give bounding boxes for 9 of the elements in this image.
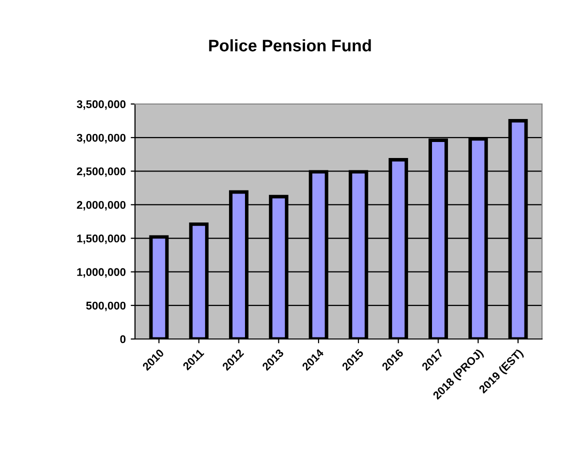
y-tick-label: 2,000,000 [76,200,126,210]
y-tick-label: 2,500,000 [76,167,126,177]
chart-title: Police Pension Fund [209,39,371,52]
y-tick-label: 3,500,000 [76,100,126,110]
y-tick-label: 0 [120,335,126,344]
y-tick-label: 3,000,000 [76,134,126,144]
y-tick-label: 500,000 [86,302,126,312]
y-tick-label: 1,500,000 [77,234,126,244]
y-tick-label: 1,000,000 [77,268,126,278]
